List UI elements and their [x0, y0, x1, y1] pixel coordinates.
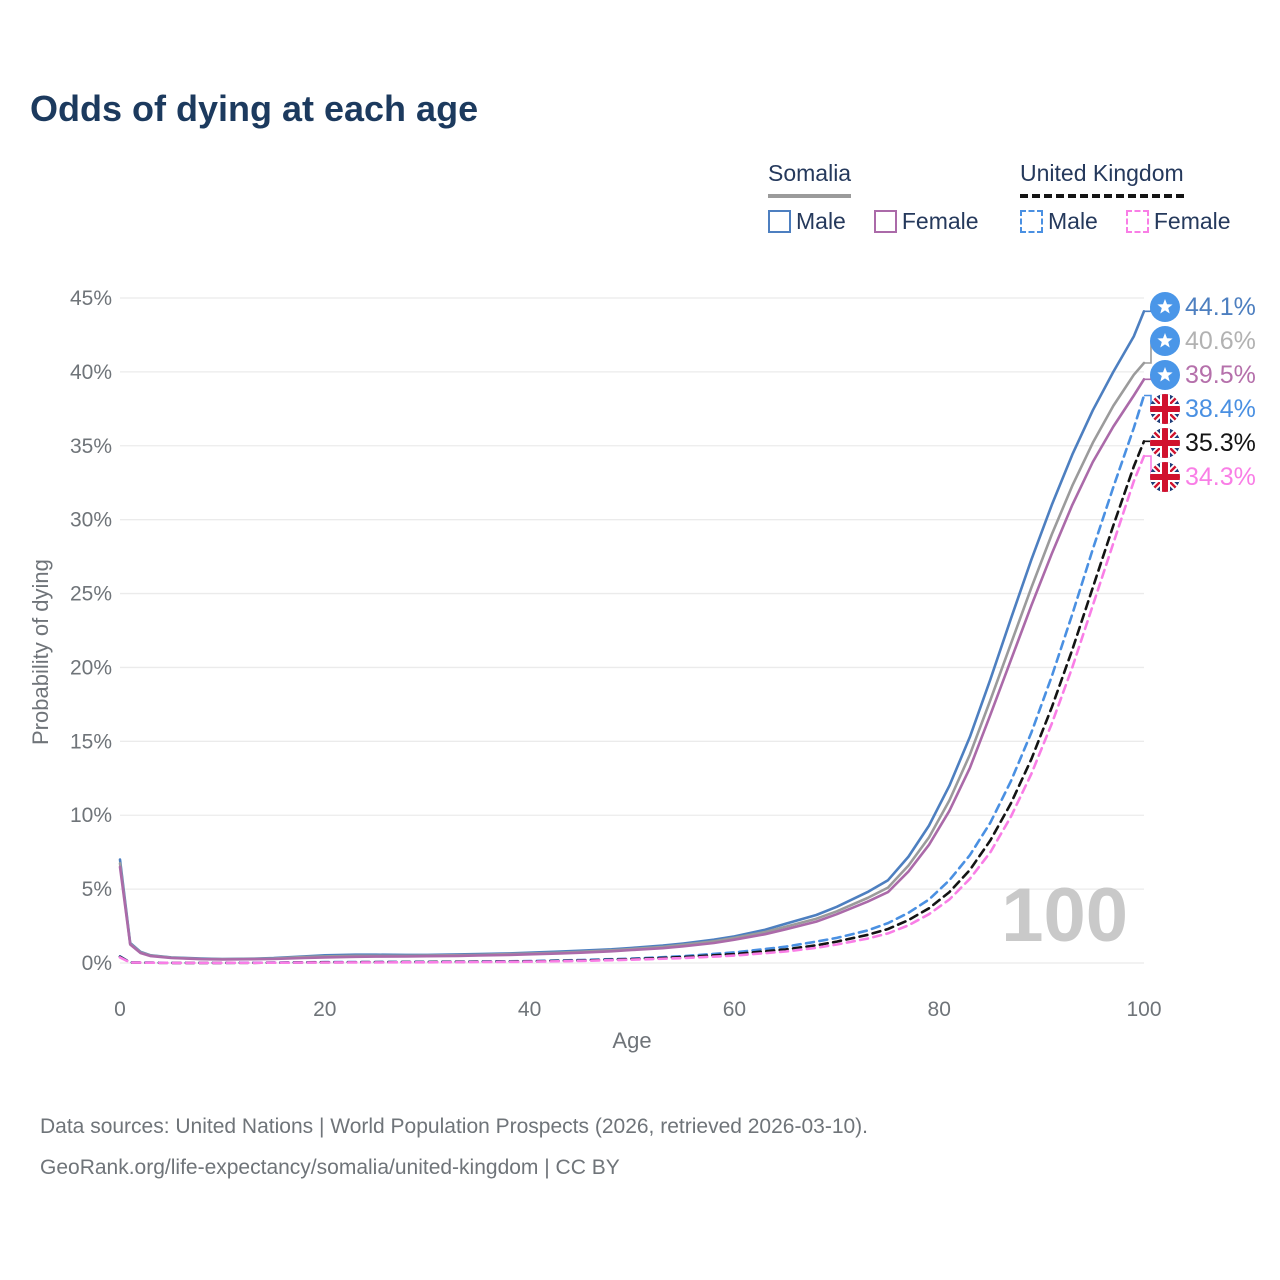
uk-flag-icon — [1150, 394, 1180, 424]
somalia-flag-icon — [1150, 292, 1180, 322]
age-watermark: 100 — [1001, 873, 1128, 958]
legend-item-somalia-female[interactable]: Female — [873, 208, 979, 235]
legend-item-label: Male — [796, 208, 846, 234]
series-line — [118, 378, 1146, 961]
legend-item-label: Female — [901, 208, 979, 234]
end-label-value: 44.1% — [1185, 292, 1256, 321]
y-tick-label: 10% — [70, 804, 112, 827]
x-tick-label: 80 — [928, 998, 951, 1021]
x-tick-label: 20 — [313, 998, 336, 1021]
legend-item-uk-female[interactable]: Female — [1125, 208, 1231, 235]
x-tick-label: 40 — [518, 998, 541, 1021]
end-label-somalia-male: 44.1% — [1150, 292, 1256, 322]
somalia-male-swatch-icon — [768, 210, 791, 233]
y-tick-label: 15% — [70, 730, 112, 753]
y-tick-label: 40% — [70, 361, 112, 384]
x-tick-label: 0 — [114, 998, 126, 1021]
end-label-value: 40.6% — [1185, 326, 1256, 355]
end-label-uk-male: 38.4% — [1150, 394, 1256, 424]
end-label-value: 34.3% — [1185, 462, 1256, 491]
legend-item-label: Male — [1048, 208, 1098, 234]
uk-flag-icon — [1150, 462, 1180, 492]
series-line — [118, 361, 1146, 961]
data-source-line1: Data sources: United Nations | World Pop… — [40, 1115, 869, 1138]
legend-items-somalia: Male Female — [768, 208, 979, 235]
somalia-flag-icon — [1150, 360, 1180, 390]
legend-item-label: Female — [1153, 208, 1231, 234]
legend-group-somalia: Somalia Male Female — [768, 160, 979, 235]
series-line — [118, 310, 1146, 961]
chart-title: Odds of dying at each age — [30, 88, 479, 129]
uk-female-swatch-icon — [1125, 210, 1149, 233]
legend-header-somalia: Somalia — [768, 160, 852, 198]
somalia-flag-icon — [1150, 326, 1180, 356]
y-tick-label: 45% — [70, 287, 112, 310]
x-tick-label: 60 — [723, 998, 746, 1021]
legend-group-united-kingdom: United Kingdom Male Female — [1020, 160, 1231, 235]
legend-item-somalia-male[interactable]: Male — [768, 208, 846, 235]
somalia-female-swatch-icon — [873, 210, 897, 233]
legend-header-united-kingdom: United Kingdom — [1020, 160, 1184, 198]
x-tick-label: 100 — [1126, 998, 1161, 1021]
uk-flag-icon — [1150, 428, 1180, 458]
end-label-uk-both: 35.3% — [1150, 428, 1256, 458]
y-tick-label: 30% — [70, 509, 112, 532]
y-tick-label: 20% — [70, 656, 112, 679]
y-axis-title: Probability of dying — [28, 559, 53, 745]
legend-item-uk-male[interactable]: Male — [1020, 208, 1098, 235]
y-tick-label: 25% — [70, 583, 112, 606]
data-source-line2: GeoRank.org/life-expectancy/somalia/unit… — [40, 1156, 620, 1179]
y-tick-label: 0% — [82, 952, 112, 975]
series-line — [118, 454, 1146, 965]
y-tick-label: 5% — [82, 878, 112, 901]
y-tick-label: 35% — [70, 435, 112, 458]
end-label-value: 39.5% — [1185, 360, 1256, 389]
legend-items-united-kingdom: Male Female — [1020, 208, 1231, 235]
end-label-uk-female: 34.3% — [1150, 462, 1256, 492]
uk-male-swatch-icon — [1020, 210, 1043, 233]
end-label-somalia-female: 39.5% — [1150, 360, 1256, 390]
x-axis-title: Age — [612, 1028, 652, 1053]
end-label-value: 35.3% — [1185, 428, 1256, 457]
end-label-value: 38.4% — [1185, 394, 1256, 423]
end-label-somalia-both: 40.6% — [1150, 326, 1256, 356]
data-source-note: Data sources: United Nations | World Pop… — [40, 1106, 868, 1188]
